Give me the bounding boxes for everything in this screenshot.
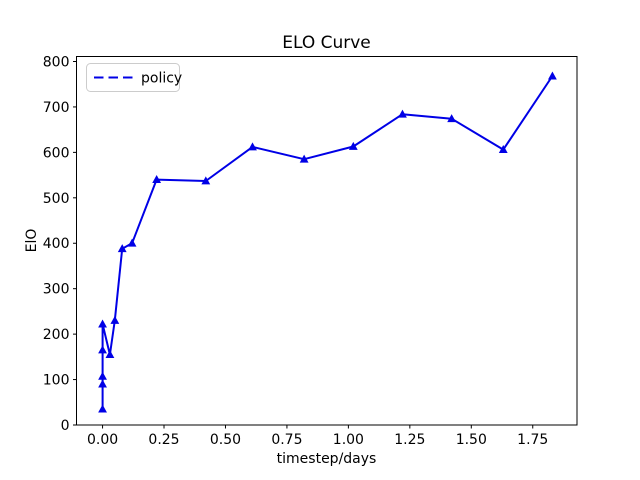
data-point-marker [105,349,115,358]
data-point-marker [152,175,162,184]
data-point-marker [447,114,457,123]
data-point-marker [98,379,107,388]
y-axis-label: ElO [24,229,40,253]
data-point-marker [98,371,107,380]
data-point-marker [548,71,557,80]
y-tick-label: 700 [43,100,70,116]
legend-label-policy: policy [141,71,182,87]
data-point-marker [248,142,257,151]
y-tick-label: 600 [43,145,70,161]
y-tick-label: 300 [43,282,70,298]
x-tick-label: 0.75 [271,432,302,448]
x-tick-label: 0.50 [210,432,241,448]
x-tick-label: 0.25 [148,432,179,448]
y-tick-label: 800 [43,54,70,70]
data-point-marker [127,238,137,247]
y-tick-label: 500 [43,191,70,207]
x-axis-label: timestep/days [277,451,377,467]
x-tick-label: 1.75 [517,432,548,448]
data-point-marker [98,319,107,328]
x-tick-label: 1.25 [394,432,425,448]
data-point-marker [299,154,309,163]
data-point-marker [498,145,508,154]
data-point-marker [98,345,107,354]
series-policy [98,71,557,413]
series-line [101,75,554,411]
chart-title: ELO Curve [282,33,371,53]
data-point-marker [348,141,358,150]
data-point-marker [398,109,407,118]
legend: policy [86,63,182,92]
y-tick-label: 400 [43,236,70,252]
x-axis-ticks: 0.00 0.25 0.50 0.75 1.00 1.25 1.50 1.75 [87,425,548,448]
data-point-marker [110,315,120,324]
plot-area [76,56,578,426]
x-tick-label: 1.50 [456,432,487,448]
y-axis-ticks: 0 100 200 300 400 500 600 700 800 [43,54,77,434]
y-tick-label: 100 [43,373,70,389]
data-point-marker [98,404,107,413]
y-tick-label: 200 [43,327,70,343]
data-point-marker [201,176,211,185]
data-point-marker [117,244,127,253]
legend-frame [86,63,180,92]
x-tick-label: 1.00 [333,432,364,448]
x-tick-label: 0.00 [87,432,118,448]
y-tick-label: 0 [61,418,70,434]
